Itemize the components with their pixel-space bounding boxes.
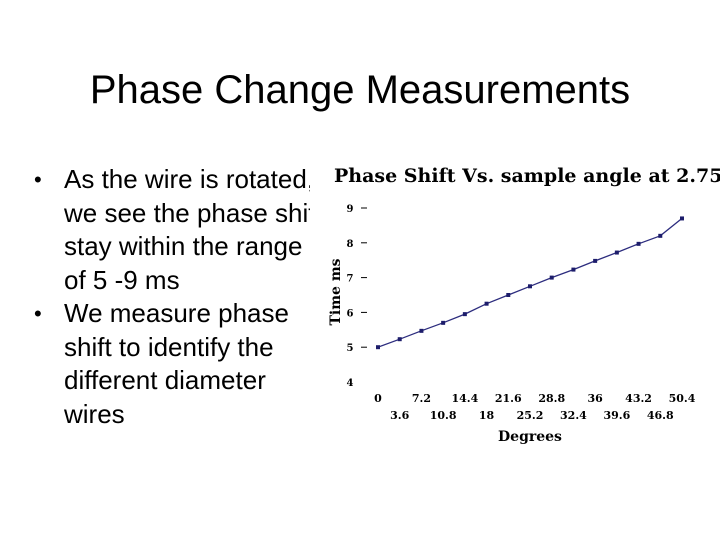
x-tick-label: 46.8 [647,409,674,422]
chart-marks [376,216,684,350]
y-tick-label: 4 [347,378,354,389]
y-tick-label: 9 [347,204,354,215]
bullet-item: We measure phase shift to identify the d… [30,297,330,431]
data-point [506,293,511,297]
x-tick-label: 0 [374,392,382,405]
data-point [680,216,684,221]
data-point [658,233,663,238]
y-tick-label: 8 [347,239,354,250]
bullet-list: As the wire is rotated, we see the phase… [30,163,330,431]
x-tick-label: 25.2 [517,409,544,422]
x-tick-label: 36 [587,392,603,405]
bullet-item: As the wire is rotated, we see the phase… [30,163,330,297]
data-point [571,267,576,272]
data-point [593,258,598,263]
x-tick-label: 50.4 [669,392,696,405]
data-point [441,320,446,325]
series-line [377,217,683,348]
chart-title: Phase Shift Vs. sample angle at 2.75" [334,165,720,187]
x-tick-label: 10.8 [430,409,457,422]
x-tick-label: 43.2 [625,392,652,405]
x-axis-label: Degrees [498,429,562,445]
data-point [397,337,402,342]
x-tick-label: 18 [479,409,495,422]
y-tick-label: 7 [347,274,354,285]
data-point [614,250,619,255]
y-tick-label: 6 [347,308,354,319]
chart-svg: Phase Shift Vs. sample angle at 2.75" Ti… [328,165,720,445]
data-point [376,345,380,350]
y-axis-label: Time ms [328,258,344,325]
x-tick-label: 3.6 [390,409,409,422]
x-tick-label: 14.4 [451,392,478,405]
data-point [636,241,641,246]
x-tick-label: 21.6 [495,392,522,405]
data-point [484,301,489,306]
x-tick-label: 7.2 [412,392,431,405]
data-point [549,275,554,280]
x-tick-label: 32.4 [560,409,587,422]
x-tick-label: 39.6 [603,409,630,422]
y-tick-label: 5 [347,343,354,354]
phase-shift-chart: Phase Shift Vs. sample angle at 2.75" Ti… [310,150,720,470]
data-point [462,312,467,317]
x-tick-label: 28.8 [538,392,565,405]
slide-title: Phase Change Measurements [89,68,631,112]
chart-axes: 45678903.67.210.814.41821.625.228.832.43… [347,204,696,422]
data-point [528,284,532,289]
data-point [419,328,424,333]
